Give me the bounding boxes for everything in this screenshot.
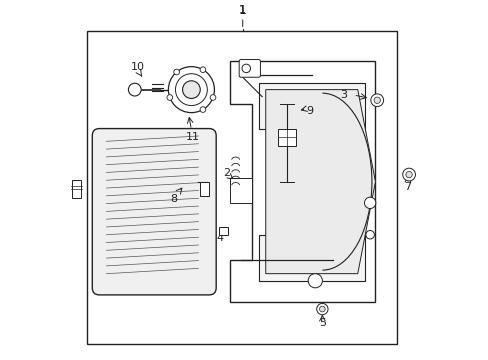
Circle shape <box>200 107 205 112</box>
Text: 1: 1 <box>238 4 246 17</box>
Circle shape <box>173 69 179 75</box>
Circle shape <box>242 64 250 73</box>
Text: 9: 9 <box>306 105 313 116</box>
FancyBboxPatch shape <box>87 31 396 345</box>
Circle shape <box>316 303 327 315</box>
Polygon shape <box>230 61 375 302</box>
FancyBboxPatch shape <box>239 59 260 77</box>
Circle shape <box>405 171 411 178</box>
Text: 1: 1 <box>239 5 246 15</box>
Text: 3: 3 <box>340 90 346 100</box>
Circle shape <box>370 94 383 107</box>
Circle shape <box>373 97 380 103</box>
Circle shape <box>128 83 141 96</box>
FancyBboxPatch shape <box>219 227 227 235</box>
Circle shape <box>182 81 200 99</box>
Circle shape <box>319 306 325 312</box>
FancyBboxPatch shape <box>278 129 295 146</box>
Text: 11: 11 <box>186 132 200 142</box>
FancyBboxPatch shape <box>92 129 216 295</box>
Text: 5: 5 <box>318 318 325 328</box>
Circle shape <box>364 197 375 208</box>
FancyBboxPatch shape <box>230 178 251 203</box>
FancyBboxPatch shape <box>72 180 81 198</box>
Text: 4: 4 <box>216 233 224 243</box>
Polygon shape <box>258 82 364 281</box>
Circle shape <box>200 67 205 72</box>
Text: 7: 7 <box>403 182 410 192</box>
Circle shape <box>402 168 415 181</box>
Polygon shape <box>265 90 375 274</box>
Circle shape <box>365 230 374 239</box>
Text: 2: 2 <box>223 168 230 178</box>
Circle shape <box>307 274 322 288</box>
FancyBboxPatch shape <box>200 182 209 196</box>
Circle shape <box>168 67 214 113</box>
Circle shape <box>166 95 172 100</box>
Text: 6: 6 <box>74 183 81 193</box>
Text: 10: 10 <box>131 62 145 72</box>
Text: 8: 8 <box>170 194 177 204</box>
Circle shape <box>210 95 215 100</box>
